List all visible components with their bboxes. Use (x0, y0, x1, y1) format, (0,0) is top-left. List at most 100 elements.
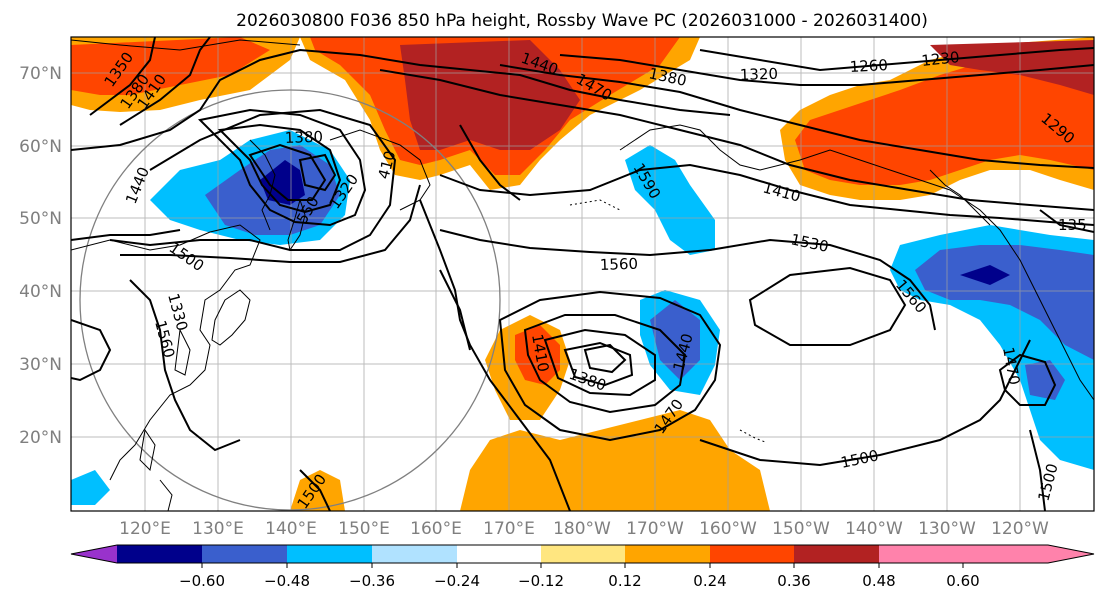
low-center-contour (197, 108, 367, 227)
map-panel: 1350 1380 1410 1440 1470 1380 1320 1260 … (71, 37, 1094, 511)
colorbar-segment (625, 545, 710, 563)
colorbar: −0.60 −0.48 −0.36 −0.24 −0.12 0.12 0.24 … (70, 544, 1095, 590)
height-contour (559, 54, 1094, 86)
negative-anomaly-area (650, 300, 700, 380)
longitude-label: 170°W (626, 519, 684, 539)
strong-negative-anomaly-area (960, 265, 1010, 285)
negative-anomaly-area (915, 245, 1094, 360)
coastlines (71, 39, 1094, 511)
latitude-label: 30°N (19, 355, 62, 375)
hawaii-islands (739, 429, 766, 443)
colorbar-segment (117, 545, 202, 563)
longitude-label: 150°W (772, 519, 830, 539)
colorbar-tick-label: −0.48 (264, 572, 310, 590)
negative-anomaly-area (71, 470, 110, 505)
longitude-label: 120°W (991, 519, 1049, 539)
height-contour (71, 319, 112, 382)
height-contour (71, 229, 181, 241)
colorbar-segment (879, 545, 963, 563)
colorbar-tick-label: 0.12 (608, 572, 641, 590)
contour-label: 1230 (921, 48, 961, 70)
kamchatka-coastline (249, 139, 276, 231)
colorbar-segment (794, 545, 879, 563)
colorbar-segment (710, 545, 794, 563)
aleutian-islands (569, 199, 621, 211)
low-center-contour (543, 328, 656, 397)
low-center-contour (583, 343, 627, 374)
positive-anomaly-area (71, 37, 270, 95)
alaska-coastline (619, 124, 761, 171)
longitude-label: 180°W (553, 519, 611, 539)
height-contour (1039, 209, 1094, 233)
height-contours (71, 37, 1094, 511)
colorbar-tick-label: −0.60 (179, 572, 225, 590)
low-center-contour (523, 314, 687, 414)
colorbar-tick-label: −0.12 (518, 572, 564, 590)
high-center-contour (748, 266, 907, 346)
map-title: 2026030800 F036 850 hPa height, Rossby W… (236, 11, 928, 31)
height-contour (699, 339, 1031, 467)
colorbar-tick-label: −0.36 (349, 572, 395, 590)
low-center-contour (498, 290, 722, 442)
longitude-label: 140°W (845, 519, 903, 539)
contour-label: 1380 (285, 128, 324, 147)
height-contour (419, 199, 571, 511)
colorbar-segment (202, 545, 287, 563)
height-contour (119, 37, 211, 126)
colorbar-tick-label: 0.60 (946, 572, 979, 590)
height-contour (439, 269, 471, 351)
height-contour (499, 64, 1094, 169)
height-contour (299, 469, 331, 511)
contour-label: 1320 (740, 65, 779, 84)
longitude-label: 170°E (483, 519, 535, 539)
negative-anomaly-area (1025, 360, 1065, 400)
contour-label: 1260 (849, 56, 888, 76)
strong-positive-anomaly-area (930, 40, 1094, 95)
longitude-label: 150°E (338, 519, 390, 539)
taiwan-coastline (139, 428, 156, 472)
colorbar-tick-label: 0.36 (777, 572, 810, 590)
positive-anomaly-area (290, 470, 345, 511)
contour-label: 1560 (600, 255, 639, 274)
colorbar-segment (372, 545, 457, 563)
height-contour (439, 163, 1094, 226)
philippines-coastline (159, 479, 173, 511)
positive-anomaly-area (795, 45, 1094, 185)
longitude-label: 160°E (410, 519, 462, 539)
low-center-contour (298, 153, 337, 192)
colorbar-tick-label: 0.24 (693, 572, 726, 590)
longitude-label: 160°W (699, 519, 757, 539)
contour-label: 135 (1058, 216, 1087, 234)
alaska-panhandle-coastline (929, 169, 991, 226)
asia-coastline (71, 224, 261, 481)
colorbar-tick-label: 0.48 (862, 572, 895, 590)
latitude-axis: 70°N 60°N 50°N 40°N 30°N 20°N (19, 64, 62, 448)
longitude-label: 130°E (192, 519, 244, 539)
height-contour (379, 69, 1094, 211)
low-center-contour (563, 341, 634, 387)
colorbar-segment (541, 545, 625, 563)
map-frame (70, 36, 1095, 512)
latitude-label: 40°N (19, 282, 62, 302)
latitude-label: 70°N (19, 64, 62, 84)
colorbar-segment (457, 545, 541, 563)
strong-negative-anomaly-area (260, 160, 305, 205)
height-contour (459, 124, 521, 201)
height-contour (699, 47, 1094, 72)
range-circle (79, 89, 501, 511)
height-contour (71, 48, 731, 151)
height-contour (439, 229, 936, 331)
low-center-contour (217, 123, 342, 214)
korea-coastline (174, 328, 191, 376)
siberia-coastline (71, 39, 301, 51)
anomaly-shading (71, 37, 1094, 511)
low-center-contour (998, 353, 1057, 406)
colorbar-extend-low (71, 545, 117, 563)
negative-anomaly-area (625, 145, 715, 255)
colorbar-ticks (201, 563, 964, 568)
height-contour (109, 108, 397, 251)
japan-coastline (211, 289, 251, 346)
height-contour (1029, 429, 1046, 511)
colorbar-segment (287, 545, 372, 563)
